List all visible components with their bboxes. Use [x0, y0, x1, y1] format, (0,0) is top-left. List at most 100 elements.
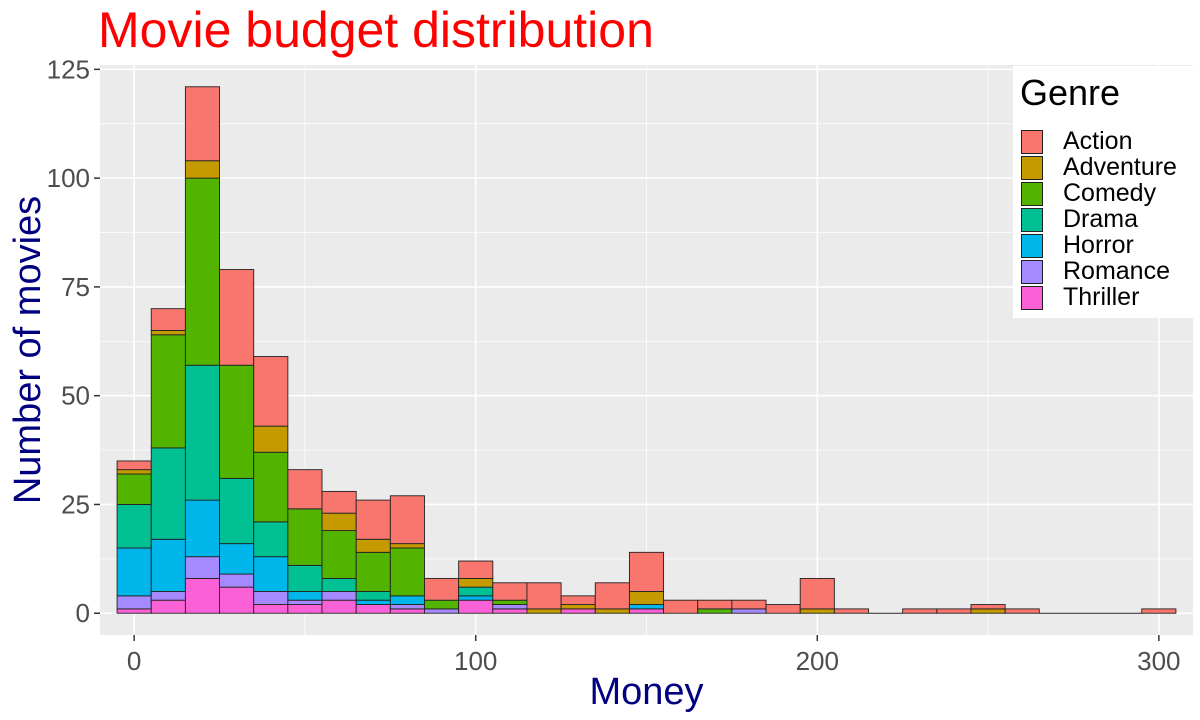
legend-label-romance: Romance: [1063, 257, 1170, 285]
bar-comedy-170: [697, 608, 733, 614]
bar-drama-70: [355, 591, 391, 601]
bar-romance-180: [731, 608, 767, 614]
bar-adventure-0: [116, 469, 152, 475]
bar-action-90: [424, 577, 460, 601]
legend-key-thriller: [1021, 286, 1043, 310]
bar-drama-40: [253, 521, 289, 558]
bar-action-190: [765, 604, 801, 614]
legend-label-action: Action: [1063, 127, 1133, 155]
bar-comedy-10: [150, 334, 186, 449]
y-tick-label: 125: [47, 54, 90, 84]
bar-adventure-70: [355, 538, 391, 553]
bar-horror-80: [389, 595, 425, 605]
x-tick-label: 0: [127, 646, 141, 676]
legend-key-horror: [1021, 234, 1043, 258]
bar-action-100: [458, 560, 494, 579]
bar-action-40: [253, 356, 289, 427]
bar-thriller-110: [492, 608, 528, 614]
x-tick-label: 200: [796, 646, 839, 676]
bar-thriller-10: [150, 599, 186, 614]
bar-comedy-50: [287, 508, 323, 566]
bar-thriller-150: [628, 608, 665, 614]
bar-thriller-100: [458, 599, 494, 614]
bar-action-200: [799, 577, 835, 610]
legend-label-thriller: Thriller: [1063, 283, 1140, 311]
bar-horror-150: [628, 604, 665, 610]
bars: [116, 86, 1177, 614]
legend-label-comedy: Comedy: [1063, 179, 1157, 207]
bar-action-0: [116, 460, 152, 471]
bar-adventure-80: [389, 543, 425, 549]
bar-comedy-20: [184, 177, 220, 366]
bar-action-130: [560, 595, 596, 605]
bar-comedy-30: [219, 364, 255, 479]
chart-title: Movie budget distribution: [98, 2, 654, 58]
bar-thriller-0: [116, 608, 152, 614]
bar-horror-40: [253, 556, 289, 592]
axes: 0 25 50 75 100 125 0 100 200 300: [47, 54, 1181, 676]
bar-comedy-110: [492, 599, 528, 605]
bar-thriller-20: [184, 577, 220, 614]
legend-title: Genre: [1020, 72, 1121, 113]
bar-action-120: [526, 582, 562, 610]
bar-action-10: [150, 308, 186, 331]
y-tick-label: 0: [76, 598, 90, 628]
bar-comedy-60: [321, 530, 357, 579]
bar-action-210: [833, 608, 869, 614]
bar-action-20: [184, 86, 220, 162]
bar-romance-110: [492, 604, 528, 610]
bar-thriller-80: [389, 608, 425, 614]
bar-comedy-70: [355, 551, 391, 592]
bar-romance-50: [287, 599, 323, 605]
bar-thriller-40: [253, 604, 289, 614]
bar-comedy-0: [116, 473, 152, 505]
bar-action-230: [902, 608, 938, 614]
bar-thriller-50: [287, 604, 323, 614]
bar-comedy-40: [253, 451, 289, 523]
bar-comedy-80: [389, 547, 425, 597]
bar-adventure-100: [458, 577, 494, 588]
bar-action-70: [355, 499, 391, 540]
bar-action-260: [1004, 608, 1040, 614]
bar-adventure-250: [970, 608, 1006, 614]
bar-adventure-140: [594, 608, 630, 614]
bar-romance-60: [321, 591, 357, 601]
bar-romance-0: [116, 595, 152, 610]
bar-drama-0: [116, 504, 152, 549]
bar-drama-100: [458, 586, 494, 597]
legend-label-drama: Drama: [1063, 205, 1139, 233]
bar-horror-10: [150, 538, 186, 592]
bar-horror-20: [184, 499, 220, 558]
bar-drama-20: [184, 364, 220, 501]
bar-action-160: [663, 599, 699, 614]
bar-action-50: [287, 469, 323, 510]
bar-drama-30: [219, 477, 255, 545]
x-axis-label: Money: [589, 671, 703, 713]
y-axis-label: Number of movies: [7, 196, 49, 504]
legend: Action Adventure Comedy Drama Horror Romance T…: [1013, 66, 1193, 318]
bar-romance-20: [184, 556, 220, 579]
bar-action-110: [492, 582, 528, 601]
bar-thriller-60: [321, 599, 357, 614]
bar-horror-70: [355, 599, 391, 605]
legend-label-horror: Horror: [1063, 231, 1134, 259]
legend-key-comedy: [1021, 182, 1043, 206]
legend-key-adventure: [1021, 156, 1043, 180]
bar-horror-30: [219, 543, 255, 575]
bar-drama-10: [150, 447, 186, 540]
bar-romance-80: [389, 604, 425, 610]
bar-romance-40: [253, 591, 289, 605]
bar-adventure-10: [150, 329, 186, 336]
bar-action-170: [697, 599, 733, 610]
legend-label-adventure: Adventure: [1063, 153, 1177, 181]
bar-romance-10: [150, 591, 186, 601]
bar-adventure-130: [560, 604, 596, 610]
bar-thriller-30: [219, 586, 255, 614]
bar-horror-0: [116, 547, 152, 597]
bar-romance-90: [424, 608, 460, 614]
bar-adventure-120: [526, 608, 562, 614]
bar-action-60: [321, 490, 357, 514]
bar-adventure-60: [321, 512, 357, 532]
bar-adventure-200: [799, 608, 835, 614]
